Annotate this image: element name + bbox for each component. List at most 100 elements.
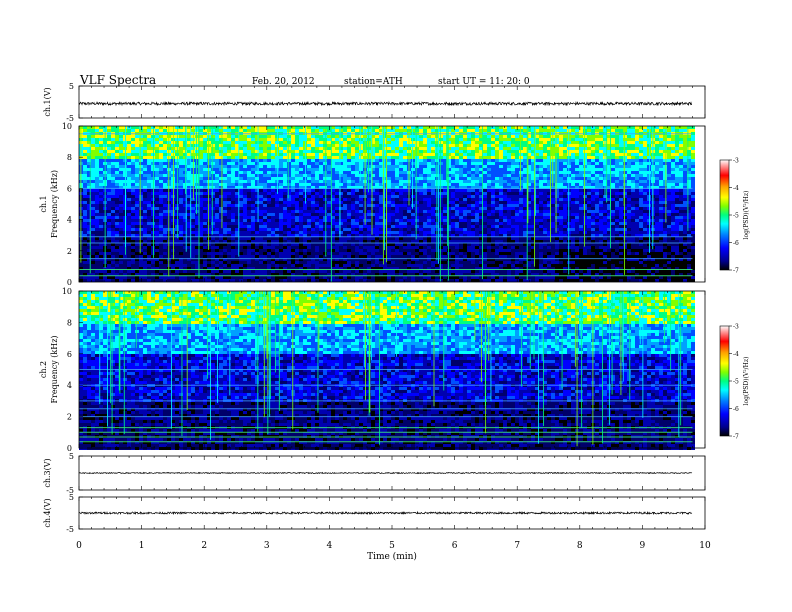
spectrogram-cell <box>143 156 147 159</box>
spectrogram-cell <box>275 252 279 255</box>
spectrogram-cell <box>227 255 231 258</box>
spectrogram-cell <box>295 231 299 234</box>
spectrogram-cell <box>423 207 427 210</box>
spectrogram-cell <box>379 252 383 255</box>
spectrogram-cell <box>187 174 191 177</box>
spectrogram-cell <box>387 144 391 147</box>
spectrogram-cell <box>443 186 447 189</box>
spectrogram-cell <box>103 270 107 273</box>
spectrogram-cell <box>351 135 355 138</box>
spectrogram-cell <box>311 147 315 150</box>
spectrogram-cell <box>299 168 303 171</box>
spectrogram-cell <box>379 171 383 174</box>
spectrogram-cell <box>319 201 323 204</box>
spectrogram-cell <box>179 201 183 204</box>
spectrogram-cell <box>439 150 443 153</box>
spectrogram-cell <box>399 204 403 207</box>
spectrogram-cell <box>323 261 327 264</box>
spectrogram-cell <box>247 237 251 240</box>
spectrogram-cell <box>95 210 99 213</box>
spectrogram-cell <box>347 234 351 237</box>
spectrogram-cell <box>139 246 143 249</box>
spectrogram-cell <box>231 222 235 225</box>
spectrogram-cell <box>191 213 195 216</box>
spectrogram-cell <box>419 171 423 174</box>
spectrogram-cell <box>307 174 311 177</box>
spectrogram-cell <box>211 180 215 183</box>
spectrogram-cell <box>223 156 227 159</box>
spectrogram-cell <box>91 225 95 228</box>
spectrogram-cell <box>251 210 255 213</box>
spectrogram-cell <box>335 246 339 249</box>
spectrogram-cell <box>283 219 287 222</box>
spectrogram-cell <box>155 252 159 255</box>
spectrogram-cell <box>299 213 303 216</box>
spectrogram-cell <box>183 174 187 177</box>
spectrogram-cell <box>111 270 115 273</box>
station-label: station=ATH <box>344 77 403 87</box>
spectrogram-cell <box>359 216 363 219</box>
spectrogram-cell <box>339 267 343 270</box>
spectrogram-cell <box>427 261 431 264</box>
spectrogram-cell <box>99 243 103 246</box>
spectrogram-cell <box>183 258 187 261</box>
spectrogram-cell <box>415 207 419 210</box>
spectrogram-cell <box>355 168 359 171</box>
spectrogram-cell <box>451 156 455 159</box>
spectrogram-cell <box>159 270 163 273</box>
spectrogram-cell <box>383 279 387 282</box>
spectrogram-cell <box>299 258 303 261</box>
spectrogram-cell <box>127 243 131 246</box>
spectrogram-cell <box>171 192 175 195</box>
spectrogram-cell <box>411 201 415 204</box>
spectrogram-cell <box>323 240 327 243</box>
spectrogram-cell <box>259 159 263 162</box>
spectrogram-cell <box>211 246 215 249</box>
spectrogram-cell <box>427 225 431 228</box>
spectrogram-cell <box>83 159 87 162</box>
spectrogram-cell <box>239 216 243 219</box>
spectrogram-cell <box>175 192 179 195</box>
spectrogram-cell <box>115 258 119 261</box>
spectrogram-cell <box>239 213 243 216</box>
spectrogram-cell <box>239 249 243 252</box>
spectrogram-cell <box>247 156 251 159</box>
spectrogram-cell <box>375 210 379 213</box>
spectrogram-cell <box>87 258 91 261</box>
spectrogram-cell <box>155 150 159 153</box>
spectrogram-cell <box>367 159 371 162</box>
spectrogram-cell <box>443 126 447 129</box>
spectrogram-cell <box>143 177 147 180</box>
spectrogram-cell <box>431 150 435 153</box>
spectrogram-cell <box>155 267 159 270</box>
spectrogram-cell <box>351 243 355 246</box>
spectrogram-cell <box>271 237 275 240</box>
spectrogram-cell <box>371 261 375 264</box>
spectrogram-cell <box>375 162 379 165</box>
spectrogram-cell <box>335 267 339 270</box>
spectrogram-cell <box>255 195 259 198</box>
spectrogram-cell <box>383 261 387 264</box>
spectrogram-cell <box>175 279 179 282</box>
spectrogram-cell <box>83 201 87 204</box>
spectrogram-cell <box>375 195 379 198</box>
spectrogram-cell <box>215 240 219 243</box>
spectrogram-cell <box>159 261 163 264</box>
spectrogram-cell <box>175 174 179 177</box>
spectrogram-cell <box>375 246 379 249</box>
spectrogram-cell <box>163 195 167 198</box>
spectrogram-cell <box>283 213 287 216</box>
spectrogram-cell <box>171 249 175 252</box>
spectrogram-cell <box>99 264 103 267</box>
spectrogram-cell <box>411 126 415 129</box>
spectrogram-cell <box>247 222 251 225</box>
spectrogram-cell <box>127 222 131 225</box>
spectrogram-cell <box>259 228 263 231</box>
spectrogram-cell <box>375 201 379 204</box>
spectrogram-cell <box>339 177 343 180</box>
spectrogram-cell <box>147 225 151 228</box>
spectrogram-cell <box>311 273 315 276</box>
spectrogram-cell <box>319 264 323 267</box>
spectrogram-cell <box>291 273 295 276</box>
spectrogram-cell <box>275 258 279 261</box>
